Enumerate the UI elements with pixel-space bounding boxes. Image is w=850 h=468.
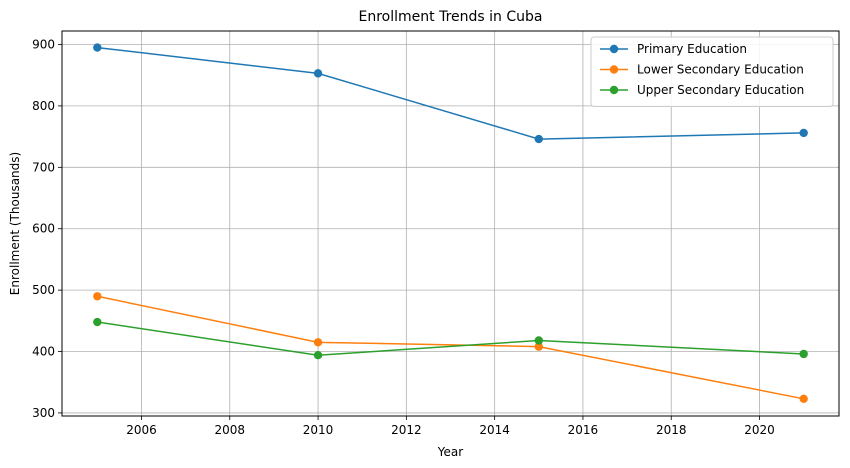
series-upper-secondary-education [93, 317, 808, 360]
legend-box [590, 36, 834, 107]
data-point [799, 349, 808, 359]
x-tick-label: 2010 [303, 423, 334, 437]
x-tick-label: 2006 [126, 423, 157, 437]
series-layer [93, 43, 808, 404]
x-tick-label: 2018 [656, 423, 687, 437]
data-point [799, 394, 808, 404]
data-point [534, 336, 543, 345]
legend-label: Primary Education [637, 42, 747, 56]
x-tick-label: 2020 [744, 423, 775, 437]
y-tick-label: 300 [32, 406, 55, 420]
series-line [97, 46, 804, 140]
axis-ticks: 2006 2008 2010 2012 2014 2016 2018 2020 300 400 50… [32, 38, 775, 437]
y-tick-label: 500 [32, 283, 55, 297]
series-line [97, 321, 804, 356]
y-tick-label: 800 [32, 99, 55, 113]
chart-title: Enrollment Trends in Cuba [359, 9, 543, 25]
legend-label: Lower Secondary Education [637, 63, 804, 77]
y-axis-title: Enrollment (Thousands) [8, 152, 22, 295]
data-point [313, 69, 323, 78]
legend-marker [609, 65, 619, 74]
plot-area-frame [61, 30, 840, 417]
y-tick-label: 600 [32, 222, 55, 236]
data-point [534, 342, 543, 351]
data-point [799, 128, 808, 138]
y-tick-label: 900 [32, 38, 55, 52]
data-point [93, 317, 102, 327]
y-tick-label: 400 [32, 345, 55, 359]
x-tick-label: 2014 [479, 423, 510, 437]
series-line [97, 295, 804, 400]
series-lower-secondary-education [93, 292, 808, 404]
y-tick-label: 700 [32, 160, 55, 174]
legend-marker [609, 85, 619, 95]
data-point [534, 134, 543, 144]
legend-label: Upper Secondary Education [637, 83, 804, 97]
data-point [313, 351, 323, 360]
legend-marker [609, 44, 619, 54]
x-tick-label: 2008 [214, 423, 245, 437]
x-tick-label: 2016 [568, 423, 599, 437]
data-point [313, 338, 323, 347]
data-point [93, 292, 102, 301]
data-point [93, 43, 102, 52]
x-tick-label: 2012 [391, 423, 422, 437]
legend: Primary Education Lower Secondary Educati… [590, 36, 834, 107]
x-axis-title: Year [437, 445, 463, 459]
series-primary-education [93, 43, 808, 144]
